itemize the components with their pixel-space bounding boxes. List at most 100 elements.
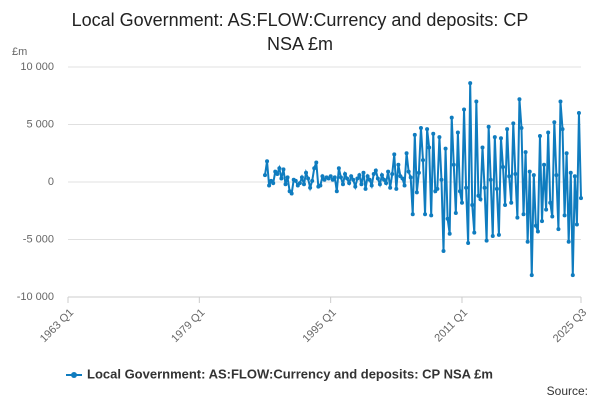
- point: [537, 134, 542, 138]
- point: [301, 182, 306, 187]
- point: [468, 81, 473, 86]
- point: [568, 170, 573, 175]
- point: [425, 127, 430, 132]
- point: [320, 174, 325, 179]
- point: [527, 169, 532, 174]
- point: [373, 168, 378, 173]
- point: [513, 171, 518, 176]
- point: [404, 151, 409, 156]
- point: [431, 131, 436, 136]
- point: [453, 211, 458, 216]
- point: [560, 127, 565, 132]
- point: [429, 213, 434, 218]
- point: [275, 171, 280, 176]
- point: [542, 162, 547, 167]
- point: [390, 171, 395, 176]
- point: [396, 162, 401, 167]
- point: [507, 174, 512, 179]
- point: [410, 212, 415, 217]
- x-tick-label: 2025 Q3: [551, 307, 589, 345]
- legend-label: Local Government: AS:FLOW:Currency and d…: [87, 366, 493, 381]
- point: [521, 212, 526, 217]
- point: [343, 171, 348, 176]
- legend-marker: [71, 372, 77, 378]
- y-tick-label: 10 000: [20, 61, 54, 73]
- y-tick-label: -10 000: [17, 291, 54, 303]
- y-tick-label: -5 000: [23, 233, 54, 245]
- point: [338, 175, 343, 180]
- y-axis-label: £m: [12, 46, 27, 58]
- point: [439, 177, 444, 182]
- point: [265, 159, 270, 164]
- point: [412, 132, 417, 137]
- point: [509, 200, 514, 205]
- point: [455, 130, 460, 135]
- point: [466, 240, 471, 245]
- point: [556, 227, 561, 232]
- point: [523, 150, 528, 155]
- point: [576, 111, 581, 115]
- point: [566, 239, 571, 244]
- point: [525, 239, 530, 244]
- point: [414, 190, 419, 195]
- point: [285, 175, 290, 180]
- point: [328, 174, 333, 179]
- point: [550, 214, 555, 219]
- point: [299, 175, 304, 180]
- point: [449, 115, 454, 120]
- point: [281, 167, 286, 172]
- point: [535, 229, 540, 234]
- point: [451, 162, 456, 167]
- point: [492, 135, 497, 140]
- point: [408, 175, 413, 180]
- point: [334, 189, 339, 194]
- point: [480, 145, 485, 150]
- point: [384, 181, 389, 186]
- point: [472, 230, 477, 235]
- point: [277, 166, 282, 171]
- point: [318, 183, 323, 188]
- point: [544, 207, 549, 212]
- point: [464, 185, 469, 190]
- point: [262, 173, 267, 178]
- point: [418, 125, 423, 130]
- y-tick-label: 0: [48, 176, 54, 188]
- point: [564, 151, 569, 156]
- point: [503, 203, 508, 207]
- point: [423, 212, 428, 217]
- point: [548, 200, 553, 205]
- point: [347, 181, 352, 186]
- point: [306, 176, 311, 181]
- point: [349, 174, 354, 179]
- point: [363, 186, 368, 191]
- point: [353, 184, 358, 189]
- point: [416, 170, 421, 175]
- point: [478, 197, 483, 202]
- point: [511, 121, 516, 126]
- point: [552, 120, 557, 125]
- point: [519, 125, 524, 130]
- point: [336, 166, 341, 171]
- x-tick-label: 1963 Q1: [38, 307, 76, 345]
- x-tick-label: 1979 Q1: [169, 307, 207, 345]
- point: [529, 273, 534, 278]
- point: [484, 238, 489, 243]
- point: [351, 177, 356, 182]
- point: [267, 183, 272, 188]
- point: [558, 99, 563, 104]
- point: [447, 231, 452, 236]
- point: [457, 189, 462, 194]
- point: [375, 176, 380, 181]
- point: [394, 186, 399, 191]
- point: [574, 222, 579, 227]
- point: [531, 173, 536, 178]
- point: [297, 181, 302, 186]
- point: [462, 107, 467, 112]
- point: [515, 215, 520, 220]
- point: [355, 176, 360, 181]
- point: [540, 219, 545, 224]
- point: [293, 178, 298, 183]
- point: [435, 186, 440, 191]
- point: [382, 177, 387, 182]
